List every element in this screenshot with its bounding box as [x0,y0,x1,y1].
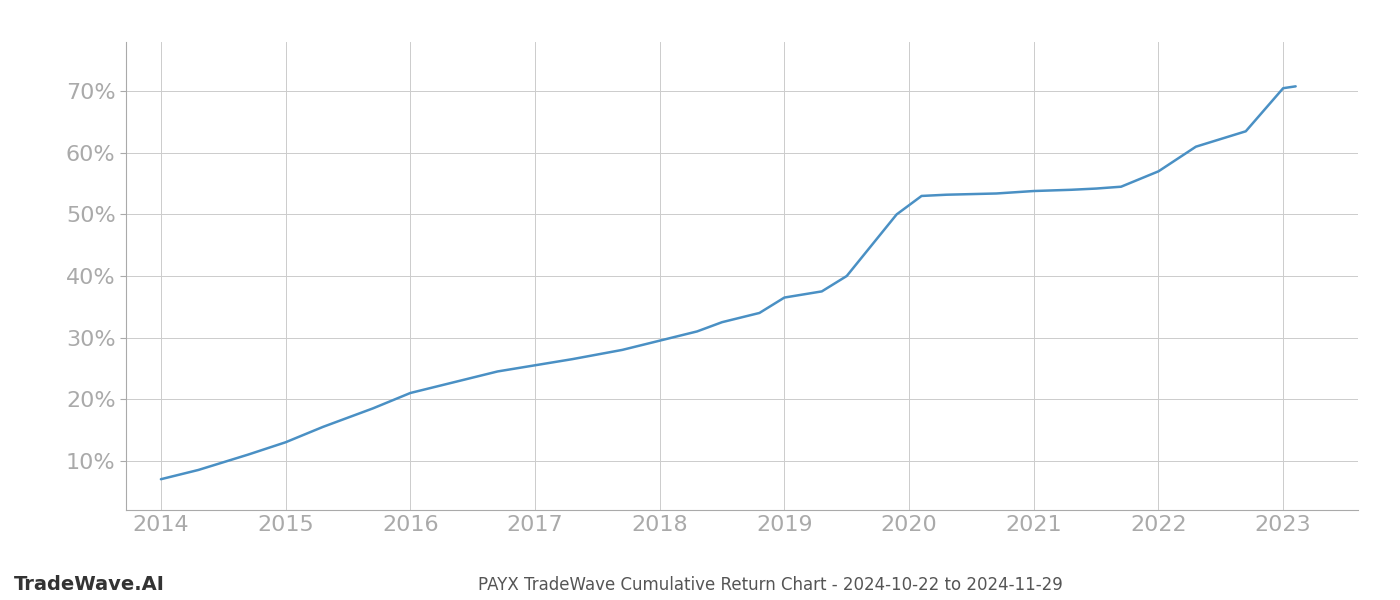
Text: TradeWave.AI: TradeWave.AI [14,575,165,594]
Text: PAYX TradeWave Cumulative Return Chart - 2024-10-22 to 2024-11-29: PAYX TradeWave Cumulative Return Chart -… [477,576,1063,594]
